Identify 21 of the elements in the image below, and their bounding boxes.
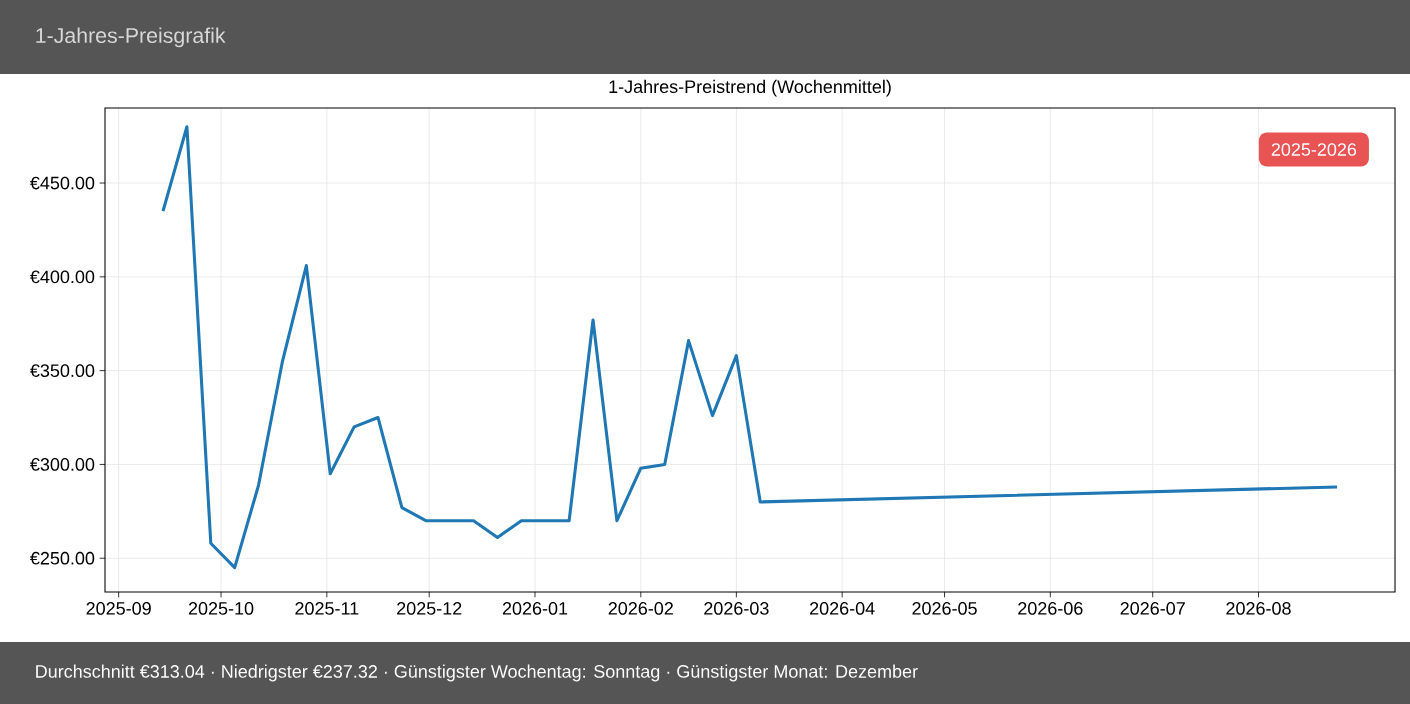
y-tick-label: €350.00: [30, 364, 95, 377]
y-tick-label: €250.00: [30, 551, 95, 565]
text: Durchschnitt €313.04 · Niedrigster €237.32 · Günstigster Wochentag: Sonntag · Günstigster Monat: Dezember: [36, 664, 918, 682]
x-tick-label: 2025-10: [188, 602, 254, 615]
chart-subtitle: 1-Jahres-Preisgrafik: [36, 27, 226, 48]
annotation: 2025-2026: [1271, 143, 1357, 156]
x-tick-label: 2026-03: [704, 602, 769, 615]
x-tick-label: 2025-09: [86, 602, 151, 615]
chart-title: 1-Jahres-Preistrend (Wochenmittel): [609, 79, 891, 97]
y-tick-label: €450.00: [30, 176, 95, 190]
x-tick-label: 2026-02: [608, 602, 673, 615]
x-tick-label: 2025-11: [295, 602, 359, 615]
x-tick-label: 2026-06: [1018, 602, 1083, 615]
x-tick-label: 2026-04: [810, 602, 875, 615]
x-tick-label: 2026-01: [502, 602, 568, 615]
x-tick-label: 2026-07: [1120, 602, 1185, 615]
x-tick-label: 2026-08: [1226, 602, 1291, 615]
x-tick-label: 2026-05: [912, 602, 977, 615]
y-tick-label: €400.00: [30, 270, 95, 284]
x-tick-label: 2025-12: [397, 602, 462, 615]
y-tick-label: €300.00: [30, 458, 95, 471]
